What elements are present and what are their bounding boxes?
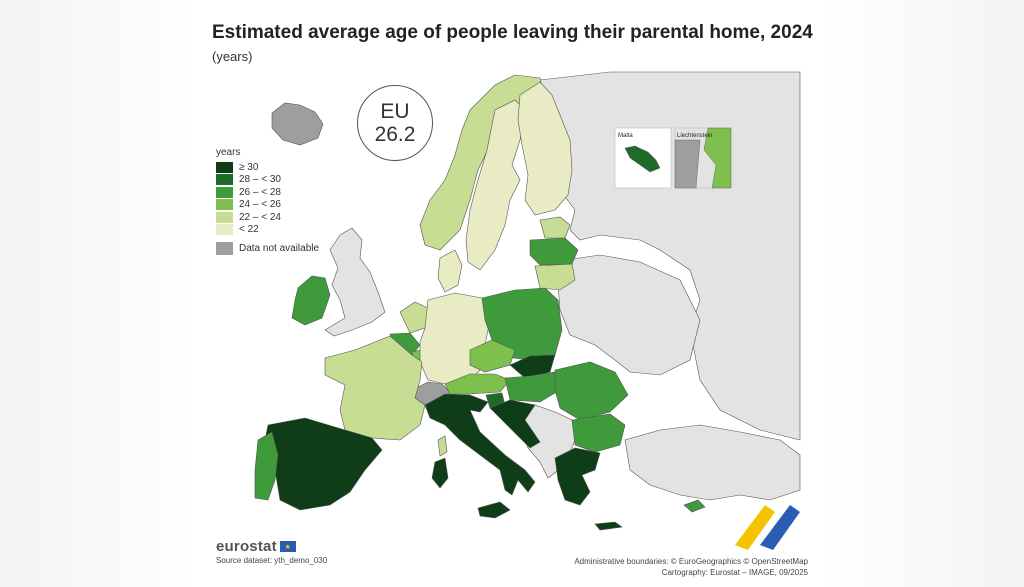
region-romania	[554, 361, 629, 421]
legend-class-label: ≥ 30	[239, 161, 259, 173]
legend-class-5: < 22	[216, 224, 319, 237]
legend-class-label: 26 – < 28	[239, 186, 281, 198]
region-austria	[444, 373, 511, 395]
legend-class-0: ≥ 30	[216, 161, 319, 174]
legend-swatch	[216, 161, 233, 173]
eu-countries	[254, 81, 706, 531]
region-germany	[419, 292, 491, 386]
eu-flag-icon: ★	[279, 541, 296, 552]
legend-class-label: 28 – < 30	[239, 174, 281, 186]
region-latvia	[529, 237, 579, 266]
region-estonia	[539, 216, 571, 239]
legend-class-label: < 22	[239, 224, 259, 236]
legend-class-3: 24 – < 26	[216, 199, 319, 212]
inset-malta: Malta	[614, 127, 672, 189]
region-turkey	[624, 424, 801, 501]
region-croatia	[489, 399, 541, 449]
legend-class-label: 22 – < 24	[239, 211, 281, 223]
region-belarus-ukraine	[557, 254, 701, 376]
legend-class-label: 24 – < 26	[239, 199, 281, 211]
region-france	[324, 335, 426, 441]
legend-not-available: Data not available	[216, 242, 319, 255]
credits-boundaries: Administrative boundaries: © EuroGeograp…	[574, 557, 808, 566]
map-title: Estimated average age of people leaving …	[212, 22, 813, 43]
legend-class-1: 28 – < 30	[216, 174, 319, 187]
non-eu-land	[271, 71, 801, 501]
region-crete	[594, 521, 623, 531]
region-corsica	[437, 435, 448, 457]
legend-swatch	[216, 224, 233, 236]
region-bulgaria	[571, 413, 626, 453]
legend-na-swatch	[216, 242, 233, 255]
legend-na-label: Data not available	[239, 243, 320, 254]
region-italy	[424, 393, 536, 496]
region-denmark	[437, 249, 463, 293]
region-sardinia	[431, 457, 449, 489]
legend-title: years	[216, 147, 241, 158]
eu-average-badge: EU 26.2	[357, 85, 433, 161]
map-subtitle: (years)	[212, 49, 253, 64]
region-iceland	[271, 102, 324, 146]
inset-liechtenstein: Liechtenstein	[674, 127, 732, 189]
region-slovakia	[509, 354, 556, 379]
region-sicily	[477, 501, 511, 519]
legend-class-4: 22 – < 24	[216, 211, 319, 224]
region-greece	[554, 447, 601, 506]
eu-badge-value: 26.2	[374, 123, 416, 146]
region-lithuania	[534, 263, 576, 291]
legend-swatch	[216, 174, 233, 186]
region-ireland	[291, 275, 331, 326]
source-dataset: Source dataset: yth_demo_030	[216, 556, 328, 565]
legend-swatch	[216, 211, 233, 223]
region-cyprus	[683, 499, 706, 513]
region-norway	[419, 74, 546, 251]
inset-liechtenstein-label: Liechtenstein	[677, 133, 712, 139]
legend-swatch	[216, 186, 233, 198]
eu-badge-label: EU	[380, 100, 410, 123]
credits: Administrative boundaries: © EuroGeograp…	[574, 556, 808, 578]
region-hungary	[504, 371, 561, 403]
legend-classes: ≥ 30 28 – < 30 26 – < 28 24 – < 26 22 – < 24…	[216, 161, 319, 236]
region-netherlands	[399, 301, 429, 334]
region-uk	[324, 227, 386, 337]
credits-cartography: Cartography: Eurostat – IMAGE, 09/2025	[661, 568, 808, 577]
region-finland	[517, 81, 573, 216]
legend-swatch	[216, 199, 233, 211]
legend-class-2: 26 – < 28	[216, 186, 319, 199]
eurostat-brand: eurostat ★	[216, 538, 296, 555]
region-portugal	[254, 431, 279, 501]
legend: years ≥ 30 28 – < 30 26 – < 28 24 – < 26 22 …	[216, 147, 319, 255]
inset-malta-label: Malta	[618, 133, 633, 139]
eurostat-wordmark: eurostat	[216, 538, 277, 555]
eurostat-ribbon-logo	[735, 505, 800, 550]
